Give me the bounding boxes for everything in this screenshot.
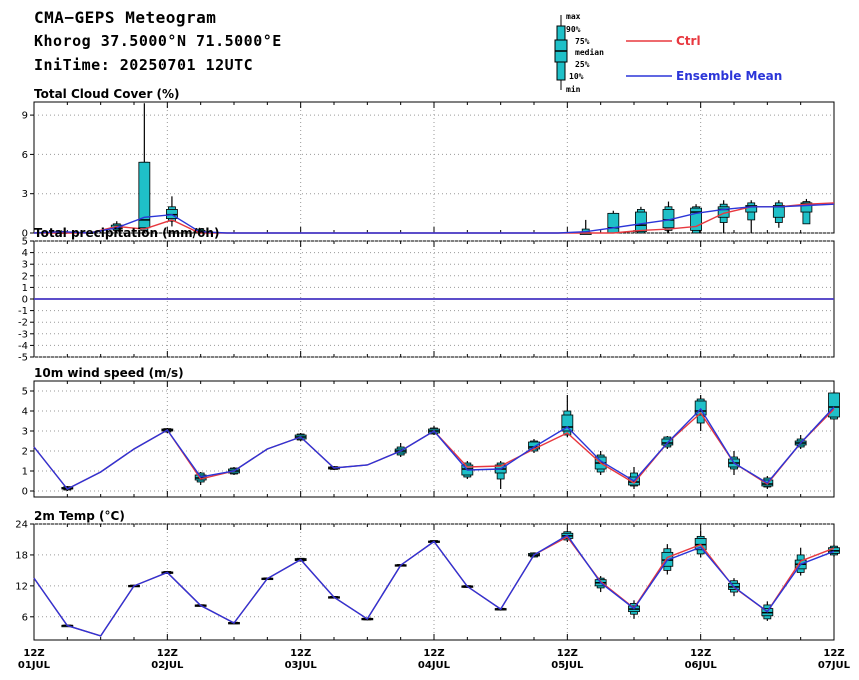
box-p25-p75 xyxy=(607,212,620,234)
legend-median-label: median xyxy=(575,48,604,57)
y-tick-label: 3 xyxy=(22,189,28,200)
legend-p75-label: 75% xyxy=(575,37,590,46)
x-tick-date-label: 05JUL xyxy=(551,660,584,671)
y-tick-label: 2 xyxy=(22,447,28,458)
box-p25-p75 xyxy=(634,211,647,233)
ensemble-box xyxy=(561,395,574,437)
legend-mean-label: Ensemble Mean xyxy=(676,69,783,83)
ensemble-mean-series-line xyxy=(33,203,835,234)
ensemble-box xyxy=(494,461,507,489)
y-tick-label: 24 xyxy=(15,520,28,531)
y-tick-label: 1 xyxy=(22,467,28,478)
ensemble-box xyxy=(690,204,702,234)
panel-frame xyxy=(33,101,835,234)
panel-2: 0 1 2 3 4 5 10m wind speed (m/s) xyxy=(22,366,840,498)
x-tick-hour-label: 12Z xyxy=(557,648,578,659)
y-tick-label: -3 xyxy=(18,329,28,340)
box-p25-p75 xyxy=(772,205,785,218)
ensemble-box xyxy=(745,200,758,233)
box-p25-p75 xyxy=(690,207,702,231)
ensemble-box xyxy=(828,391,840,420)
y-tick-label: 4 xyxy=(22,248,28,259)
legend-ctrl-label: Ctrl xyxy=(676,34,701,48)
ensemble-box xyxy=(772,200,785,228)
ensemble-box xyxy=(828,544,840,557)
legend-max-label: max xyxy=(566,12,581,21)
panel-0: 0 3 6 9 Total Cloud Cover (%) xyxy=(22,87,835,240)
y-tick-label: 3 xyxy=(22,427,28,438)
x-tick-hour-label: 12Z xyxy=(423,648,444,659)
x-tick-hour-label: 12Z xyxy=(290,648,311,659)
y-tick-label: -4 xyxy=(18,341,28,352)
ensemble-box xyxy=(694,530,707,558)
ensemble-box xyxy=(138,103,151,233)
panel-title: Total precipitation (mm/6h) xyxy=(34,226,219,240)
y-tick-label: 0 xyxy=(22,295,28,306)
y-tick-label: 0 xyxy=(22,487,28,498)
y-tick-label: 4 xyxy=(22,407,28,418)
x-tick-hour-label: 12Z xyxy=(23,648,44,659)
x-tick-date-label: 07JUL xyxy=(818,660,851,671)
x-tick-date-label: 02JUL xyxy=(151,660,184,671)
ensemble-box xyxy=(607,210,620,234)
x-tick-date-label: 01JUL xyxy=(18,660,51,671)
legend-p10-label: 10% xyxy=(569,72,584,81)
panel-title: Total Cloud Cover (%) xyxy=(34,87,180,101)
panel-frame xyxy=(33,380,835,498)
y-tick-label: -2 xyxy=(18,318,28,329)
init-time-label: IniTime: 20250701 12UTC xyxy=(34,56,254,74)
x-tick-date-label: 06JUL xyxy=(685,660,718,671)
y-tick-label: 5 xyxy=(22,387,28,398)
y-tick-label: 2 xyxy=(22,271,28,282)
y-tick-label: 0 xyxy=(22,229,28,240)
panel-title: 10m wind speed (m/s) xyxy=(34,366,184,380)
y-tick-label: 6 xyxy=(22,612,28,623)
x-tick-date-label: 03JUL xyxy=(285,660,318,671)
x-tick-hour-label: 12Z xyxy=(823,648,844,659)
x-tick-hour-label: 12Z xyxy=(690,648,711,659)
box-p25-p75 xyxy=(138,161,151,229)
legend-ctrl-line xyxy=(626,40,672,42)
ensemble-box xyxy=(634,206,647,234)
boxplot-legend-glyph xyxy=(554,15,568,90)
page-title: CMA−GEPS Meteogram xyxy=(34,8,217,27)
panel-3: 6 12 18 24 2m Temp (°C) xyxy=(15,509,840,641)
box-p25-p75 xyxy=(800,202,813,213)
location-label: Khorog 37.5000°N 71.5000°E xyxy=(34,32,282,50)
box-p25-p75 xyxy=(661,551,674,567)
box-p25-p75 xyxy=(561,414,574,432)
ctrl-series-line xyxy=(33,535,835,637)
ensemble-box xyxy=(717,200,730,233)
y-tick-label: 18 xyxy=(15,550,28,561)
legend-min-label: min xyxy=(566,85,581,94)
box-p10-p90 xyxy=(802,201,811,225)
y-tick-label: 5 xyxy=(22,237,28,248)
ensemble-mean-series-line xyxy=(33,406,835,490)
ensemble-mean-series-line xyxy=(33,534,835,637)
x-tick-hour-label: 12Z xyxy=(157,648,178,659)
ensemble-box xyxy=(394,443,407,457)
y-tick-label: 1 xyxy=(22,283,28,294)
legend-p25-label: 25% xyxy=(575,60,590,69)
box-p25-p75 xyxy=(828,392,840,418)
y-tick-label: 6 xyxy=(22,150,28,161)
y-tick-label: -1 xyxy=(18,306,28,317)
legend-p90-label: 90% xyxy=(566,25,581,34)
y-tick-label: 3 xyxy=(22,260,28,271)
y-tick-label: 12 xyxy=(15,581,28,592)
panel-title: 2m Temp (°C) xyxy=(34,509,125,523)
y-tick-label: -5 xyxy=(18,353,28,364)
legend-mean-line xyxy=(626,75,672,77)
y-tick-label: 9 xyxy=(22,111,28,122)
x-tick-date-label: 04JUL xyxy=(418,660,451,671)
box-p25-p75 xyxy=(694,400,707,416)
ensemble-box xyxy=(800,198,813,225)
